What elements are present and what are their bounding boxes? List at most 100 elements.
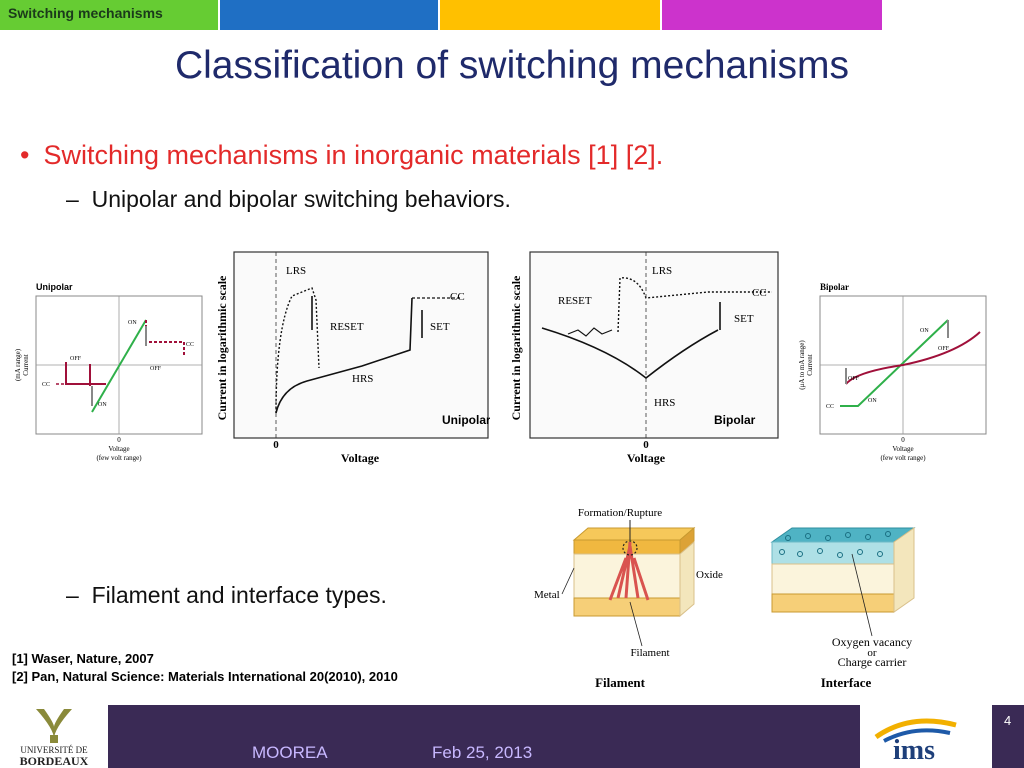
section-tab-label: Switching mechanisms: [8, 5, 163, 21]
cc-right-path: [145, 320, 185, 355]
or-label: or: [867, 647, 877, 659]
ims-text: ims: [893, 735, 935, 763]
hrs-curve: [541, 327, 719, 380]
bipolar-caption: Bipolar: [714, 413, 756, 427]
lrs-label: LRS: [286, 265, 306, 277]
on-bottom-label: ON: [868, 398, 877, 404]
ims-arc-yellow: [874, 718, 957, 740]
hrs-label: HRS: [352, 373, 373, 385]
tab-yellow[interactable]: [440, 0, 660, 30]
interface-top: [770, 527, 916, 543]
top-electrode-top: [572, 527, 696, 541]
reset-label: RESET: [558, 295, 592, 307]
unipolar-iv-title: Unipolar: [36, 282, 73, 292]
reset-noise: [567, 327, 613, 337]
filament-figure: Formation/Rupture Metal Oxide Filament F…: [534, 507, 723, 690]
bordeaux-logo: UNIVERSITÉ DE BORDEAUX: [20, 709, 89, 768]
reset-label: RESET: [330, 321, 364, 333]
main-bullet: • Switching mechanisms in inorganic mater…: [20, 140, 663, 171]
bipolar-log-figure: Current in logarithmic scale 0 Voltage L…: [509, 251, 779, 465]
on-bottom-label: ON: [98, 402, 107, 408]
filament-pointer: [629, 601, 643, 647]
logo-stem: [50, 735, 58, 743]
sub-bullet-1: – Unipolar and bipolar switching behavio…: [66, 186, 511, 213]
oxide-label: Oxide: [696, 569, 723, 581]
footer-project: MOOREA: [252, 743, 328, 762]
reference-2: [2] Pan, Natural Science: Materials Inte…: [12, 669, 398, 684]
footer: UNIVERSITÉ DE BORDEAUX MOOREA Feb 25, 20…: [0, 705, 1024, 768]
bottom-electrode: [573, 597, 681, 617]
off-curve: [845, 331, 981, 385]
lrs-curve: [617, 277, 772, 333]
xlabel: Voltage: [341, 451, 380, 465]
off-left-label: OFF: [70, 356, 82, 362]
xlabel-1: Voltage: [108, 445, 129, 453]
ylabel-1: Current: [806, 354, 814, 375]
oxide-side: [679, 540, 695, 618]
plot-frame: [529, 251, 779, 439]
cc-right-label: CC: [186, 342, 194, 348]
off-left-label: OFF: [848, 376, 860, 382]
zero-label: 0: [643, 439, 649, 451]
lrs-reset-curve: [275, 287, 320, 414]
on-top-label: ON: [920, 328, 929, 334]
side-face: [893, 527, 915, 613]
off-top-label: OFF: [938, 346, 950, 352]
footer-page-panel: [992, 705, 1024, 768]
xlabel-2: (few volt range): [880, 454, 926, 462]
metal-pointer: [561, 567, 575, 595]
slide-title: Classification of switching mechanisms: [174, 44, 850, 87]
cc-left-label: CC: [826, 404, 834, 410]
zero-label: 0: [273, 439, 279, 451]
tab-magenta[interactable]: [662, 0, 882, 30]
logo-shape: [36, 709, 72, 739]
xlabel: Voltage: [627, 451, 666, 465]
off-right-label: OFF: [150, 366, 162, 372]
on-curve: [91, 319, 147, 413]
logo-text-1: UNIVERSITÉ DE: [20, 745, 88, 755]
footer-bar: [108, 705, 860, 768]
oxide-layer: [771, 563, 895, 595]
formation-rupture-label: Formation/Rupture: [578, 507, 662, 519]
main-bullet-text: Switching mechanisms in inorganic materi…: [43, 140, 664, 170]
ylabel: Current in logarithmic scale: [215, 275, 229, 420]
interface-caption: Interface: [821, 675, 872, 690]
ims-arc-blue: [883, 728, 951, 743]
xlabel-2: (few volt range): [96, 454, 142, 462]
interface-layer: [771, 541, 895, 565]
sub-bullet-2: – Filament and interface types.: [66, 582, 387, 609]
reference-1: [1] Waser, Nature, 2007: [12, 651, 154, 666]
ylabel-2: (mA range): [14, 348, 22, 381]
page-number: 4: [1004, 713, 1012, 728]
set-label: SET: [734, 313, 754, 325]
ims-logo: ims: [874, 718, 957, 763]
bipolar-iv-title: Bipolar: [820, 282, 849, 292]
ylabel: Current in logarithmic scale: [509, 275, 523, 420]
filament-branches: [608, 541, 650, 601]
hrs-set-curve: [275, 297, 413, 414]
interface-figure: Oxygen vacancy or Charge carrier Interfa…: [770, 527, 916, 690]
oxygen-vacancy-label: Oxygen vacancy: [832, 635, 912, 649]
bullet-dot: •: [20, 140, 30, 170]
rupture-circle: [622, 540, 638, 556]
section-tab[interactable]: Switching mechanisms: [0, 0, 218, 30]
filament-label: Filament: [630, 647, 669, 659]
filament-caption: Filament: [595, 675, 645, 690]
sub-bullet-1-text: Unipolar and bipolar switching behaviors…: [91, 186, 511, 212]
on-curve: [840, 319, 949, 407]
logo-text-2: BORDEAUX: [20, 754, 89, 768]
ylabel-1: Current: [22, 354, 30, 375]
interface-pointer: [851, 553, 873, 637]
unipolar-log-figure: Current in logarithmic scale 0 Voltage L…: [215, 251, 490, 465]
hrs-label: HRS: [654, 397, 675, 409]
cc-left-label: CC: [42, 382, 50, 388]
footer-date: Feb 25, 2013: [432, 743, 533, 762]
bottom-electrode: [771, 593, 895, 613]
set-label: SET: [430, 321, 450, 333]
footer-right-panel: [860, 705, 992, 768]
unipolar-caption: Unipolar: [442, 413, 490, 427]
tab-blue[interactable]: [220, 0, 438, 30]
bipolar-iv-figure: Bipolar Current (μA to mA range) 0 Volta…: [798, 282, 987, 462]
plot-frame: [233, 251, 489, 439]
metal-label: Metal: [534, 589, 560, 601]
